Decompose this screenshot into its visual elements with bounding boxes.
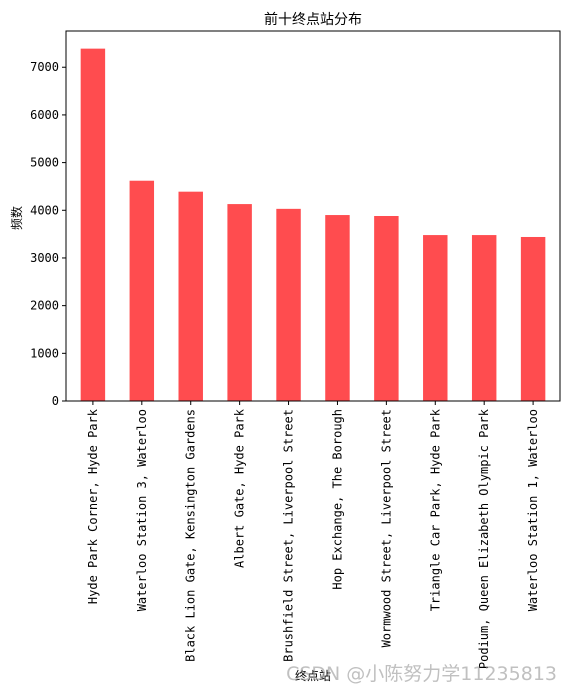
- bar-1: [80, 48, 106, 401]
- bar-4: [227, 204, 252, 401]
- x-tick-label: Brushfield Street, Liverpool Street: [282, 409, 296, 662]
- x-tick-label: Albert Gate, Hyde Park: [233, 408, 247, 568]
- x-tick-label: Hop Exchange, The Borough: [330, 409, 344, 590]
- y-tick-label: 3000: [30, 251, 59, 265]
- bar-3: [178, 191, 203, 401]
- y-axis-label: 频数: [9, 206, 24, 230]
- y-tick-label: 0: [52, 394, 59, 408]
- y-tick-label: 6000: [30, 108, 59, 122]
- chart-title: 前十终点站分布: [264, 11, 362, 28]
- x-tick-label: Triangle Car Park, Hyde Park: [428, 408, 442, 611]
- bar-7: [374, 216, 399, 401]
- bar-8: [423, 235, 448, 401]
- x-axis-label: 终点站: [295, 668, 331, 683]
- x-tick-label: Waterloo Station 3, Waterloo: [135, 409, 149, 611]
- plot-frame: [65, 30, 561, 402]
- watermark-text: CSDN @小陈努力学11235813: [286, 663, 557, 685]
- bar-6: [325, 215, 350, 401]
- bar-10: [520, 236, 546, 401]
- y-tick-label: 1000: [30, 346, 59, 360]
- bar-5: [276, 208, 301, 401]
- y-tick-label: 2000: [30, 299, 59, 313]
- bar-9: [471, 235, 497, 401]
- bar-2: [129, 180, 155, 401]
- y-tick-label: 4000: [30, 203, 59, 217]
- y-tick-label: 7000: [30, 60, 59, 74]
- x-tick-label: Waterloo Station 1, Waterloo: [526, 409, 540, 611]
- x-tick-label: Black Lion Gate, Kensington Gardens: [184, 409, 198, 662]
- x-tick-label: Podium, Queen Elizabeth Olympic Park: [477, 408, 491, 669]
- x-tick-label: Wormwood Street, Liverpool Street: [379, 409, 393, 647]
- y-tick-label: 5000: [30, 156, 59, 170]
- x-tick-label: Hyde Park Corner, Hyde Park: [86, 408, 100, 604]
